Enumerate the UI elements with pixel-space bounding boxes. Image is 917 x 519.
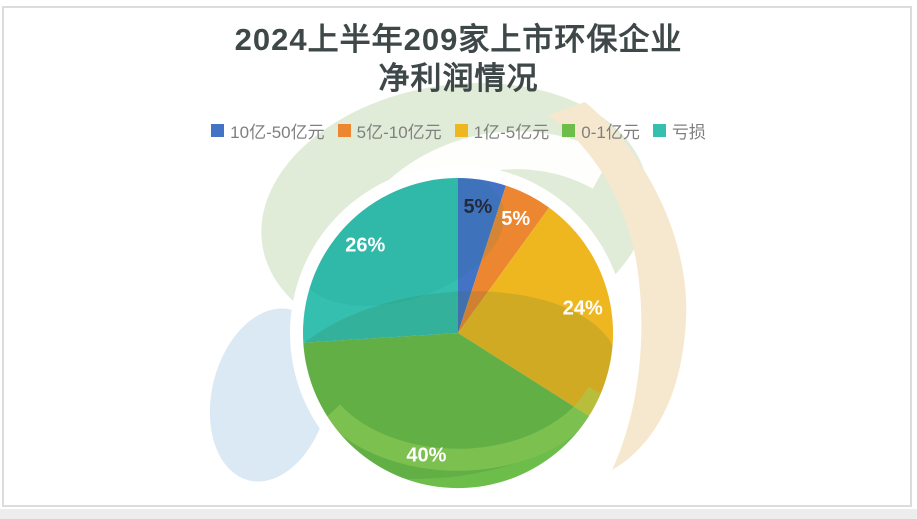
chart-title-line-1: 2024上半年209家上市环保企业 <box>234 22 683 57</box>
slice-label-2: 24% <box>563 297 603 319</box>
pie-slice-3 <box>303 333 589 489</box>
pie-slice-1 <box>458 185 550 333</box>
legend-label-0: 10亿-50亿元 <box>230 123 325 142</box>
slice-label-3: 40% <box>406 444 446 466</box>
window-bottom-edge <box>0 509 917 519</box>
legend-swatch-2 <box>454 124 468 137</box>
legend-label-4: 亏损 <box>671 123 706 142</box>
chart-legend: 10亿-50亿元 5亿-10亿元 1亿-5亿元 0-1亿元 亏损 <box>0 118 917 143</box>
legend-label-1: 5亿-10亿元 <box>356 123 442 142</box>
legend-item-4: 亏损 <box>652 118 706 143</box>
legend-label-2: 1亿-5亿元 <box>473 123 550 142</box>
legend-swatch-1 <box>337 124 351 137</box>
chart-title: 2024上半年209家上市环保企业 净利润情况 <box>0 20 917 98</box>
legend-swatch-0 <box>211 124 225 137</box>
legend-swatch-4 <box>652 124 666 137</box>
legend-item-0: 10亿-50亿元 <box>211 118 325 143</box>
pie-labels: 5% 5% 24% 40% 26% <box>345 196 603 467</box>
legend-item-2: 1亿-5亿元 <box>454 118 550 143</box>
legend-swatch-3 <box>562 124 576 137</box>
pie-slice-4 <box>302 178 458 343</box>
background-leaf-beige-shape <box>548 102 687 470</box>
pie-slice-0 <box>458 178 506 333</box>
legend-label-3: 0-1亿元 <box>581 123 640 142</box>
slice-label-0: 5% <box>463 196 492 218</box>
overlay-swoosh-light-green <box>323 386 608 471</box>
slice-label-4: 26% <box>345 234 385 256</box>
overlay-shade-green <box>303 291 613 479</box>
legend-item-3: 0-1亿元 <box>562 118 640 143</box>
pie <box>302 178 614 489</box>
slice-label-1: 5% <box>501 208 530 230</box>
pie-slice-2 <box>458 207 614 417</box>
chart-title-line-2: 净利润情况 <box>378 61 539 96</box>
legend-item-1: 5亿-10亿元 <box>337 118 442 143</box>
